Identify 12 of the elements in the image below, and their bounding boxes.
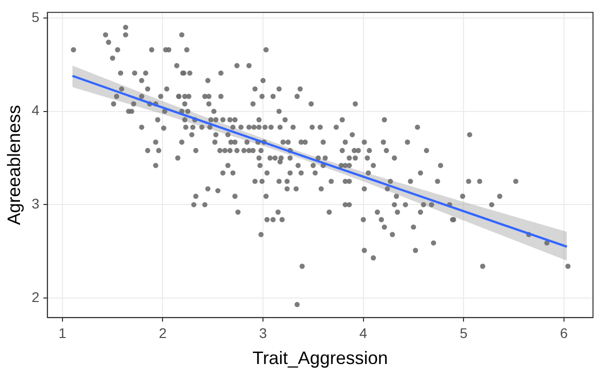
x-tick-label: 2 <box>158 324 167 341</box>
x-tick-label: 6 <box>560 324 568 341</box>
x-axis-title: Trait_Aggression <box>252 348 388 368</box>
y-tick-label: 2 <box>32 288 40 305</box>
x-tick-label: 5 <box>460 324 468 341</box>
y-tick-label: 5 <box>32 8 40 25</box>
y-axis-title: Agreeableness <box>4 104 24 226</box>
x-tick-label: 1 <box>58 324 67 341</box>
y-tick-label: 3 <box>32 196 40 212</box>
x-tick-label: 4 <box>359 324 368 341</box>
x-tick-label: 3 <box>259 324 268 341</box>
y-tick-label: 4 <box>32 102 40 118</box>
